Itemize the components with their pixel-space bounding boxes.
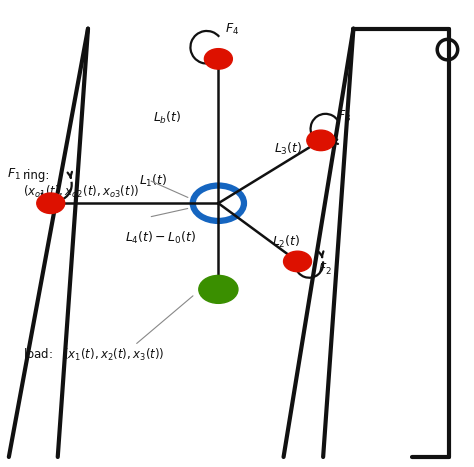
Text: $F_1$: $F_1$ (7, 167, 20, 182)
Text: $L_2(t)$: $L_2(t)$ (272, 234, 301, 250)
Text: $F_2$: $F_2$ (319, 262, 332, 277)
Ellipse shape (37, 193, 65, 213)
Text: $F_4$: $F_4$ (225, 22, 239, 37)
Text: ring:
$(x_{o1}(t), x_{o2}(t), x_{o3}(t))$: ring: $(x_{o1}(t), x_{o2}(t), x_{o3}(t))… (23, 169, 139, 200)
Text: load:   $(x_1(t), x_2(t), x_3(t))$: load: $(x_1(t), x_2(t), x_3(t))$ (23, 347, 164, 362)
Text: $L_b(t)$: $L_b(t)$ (153, 110, 182, 126)
Ellipse shape (204, 49, 232, 69)
Text: $L_1(t)$: $L_1(t)$ (139, 173, 168, 189)
Text: $F_3$: $F_3$ (337, 108, 351, 124)
Text: $L_3(t)$: $L_3(t)$ (274, 141, 303, 157)
Text: $L_4(t) - L_0(t)$: $L_4(t) - L_0(t)$ (125, 230, 197, 246)
Ellipse shape (199, 276, 238, 304)
Ellipse shape (283, 251, 311, 272)
Ellipse shape (307, 130, 335, 151)
